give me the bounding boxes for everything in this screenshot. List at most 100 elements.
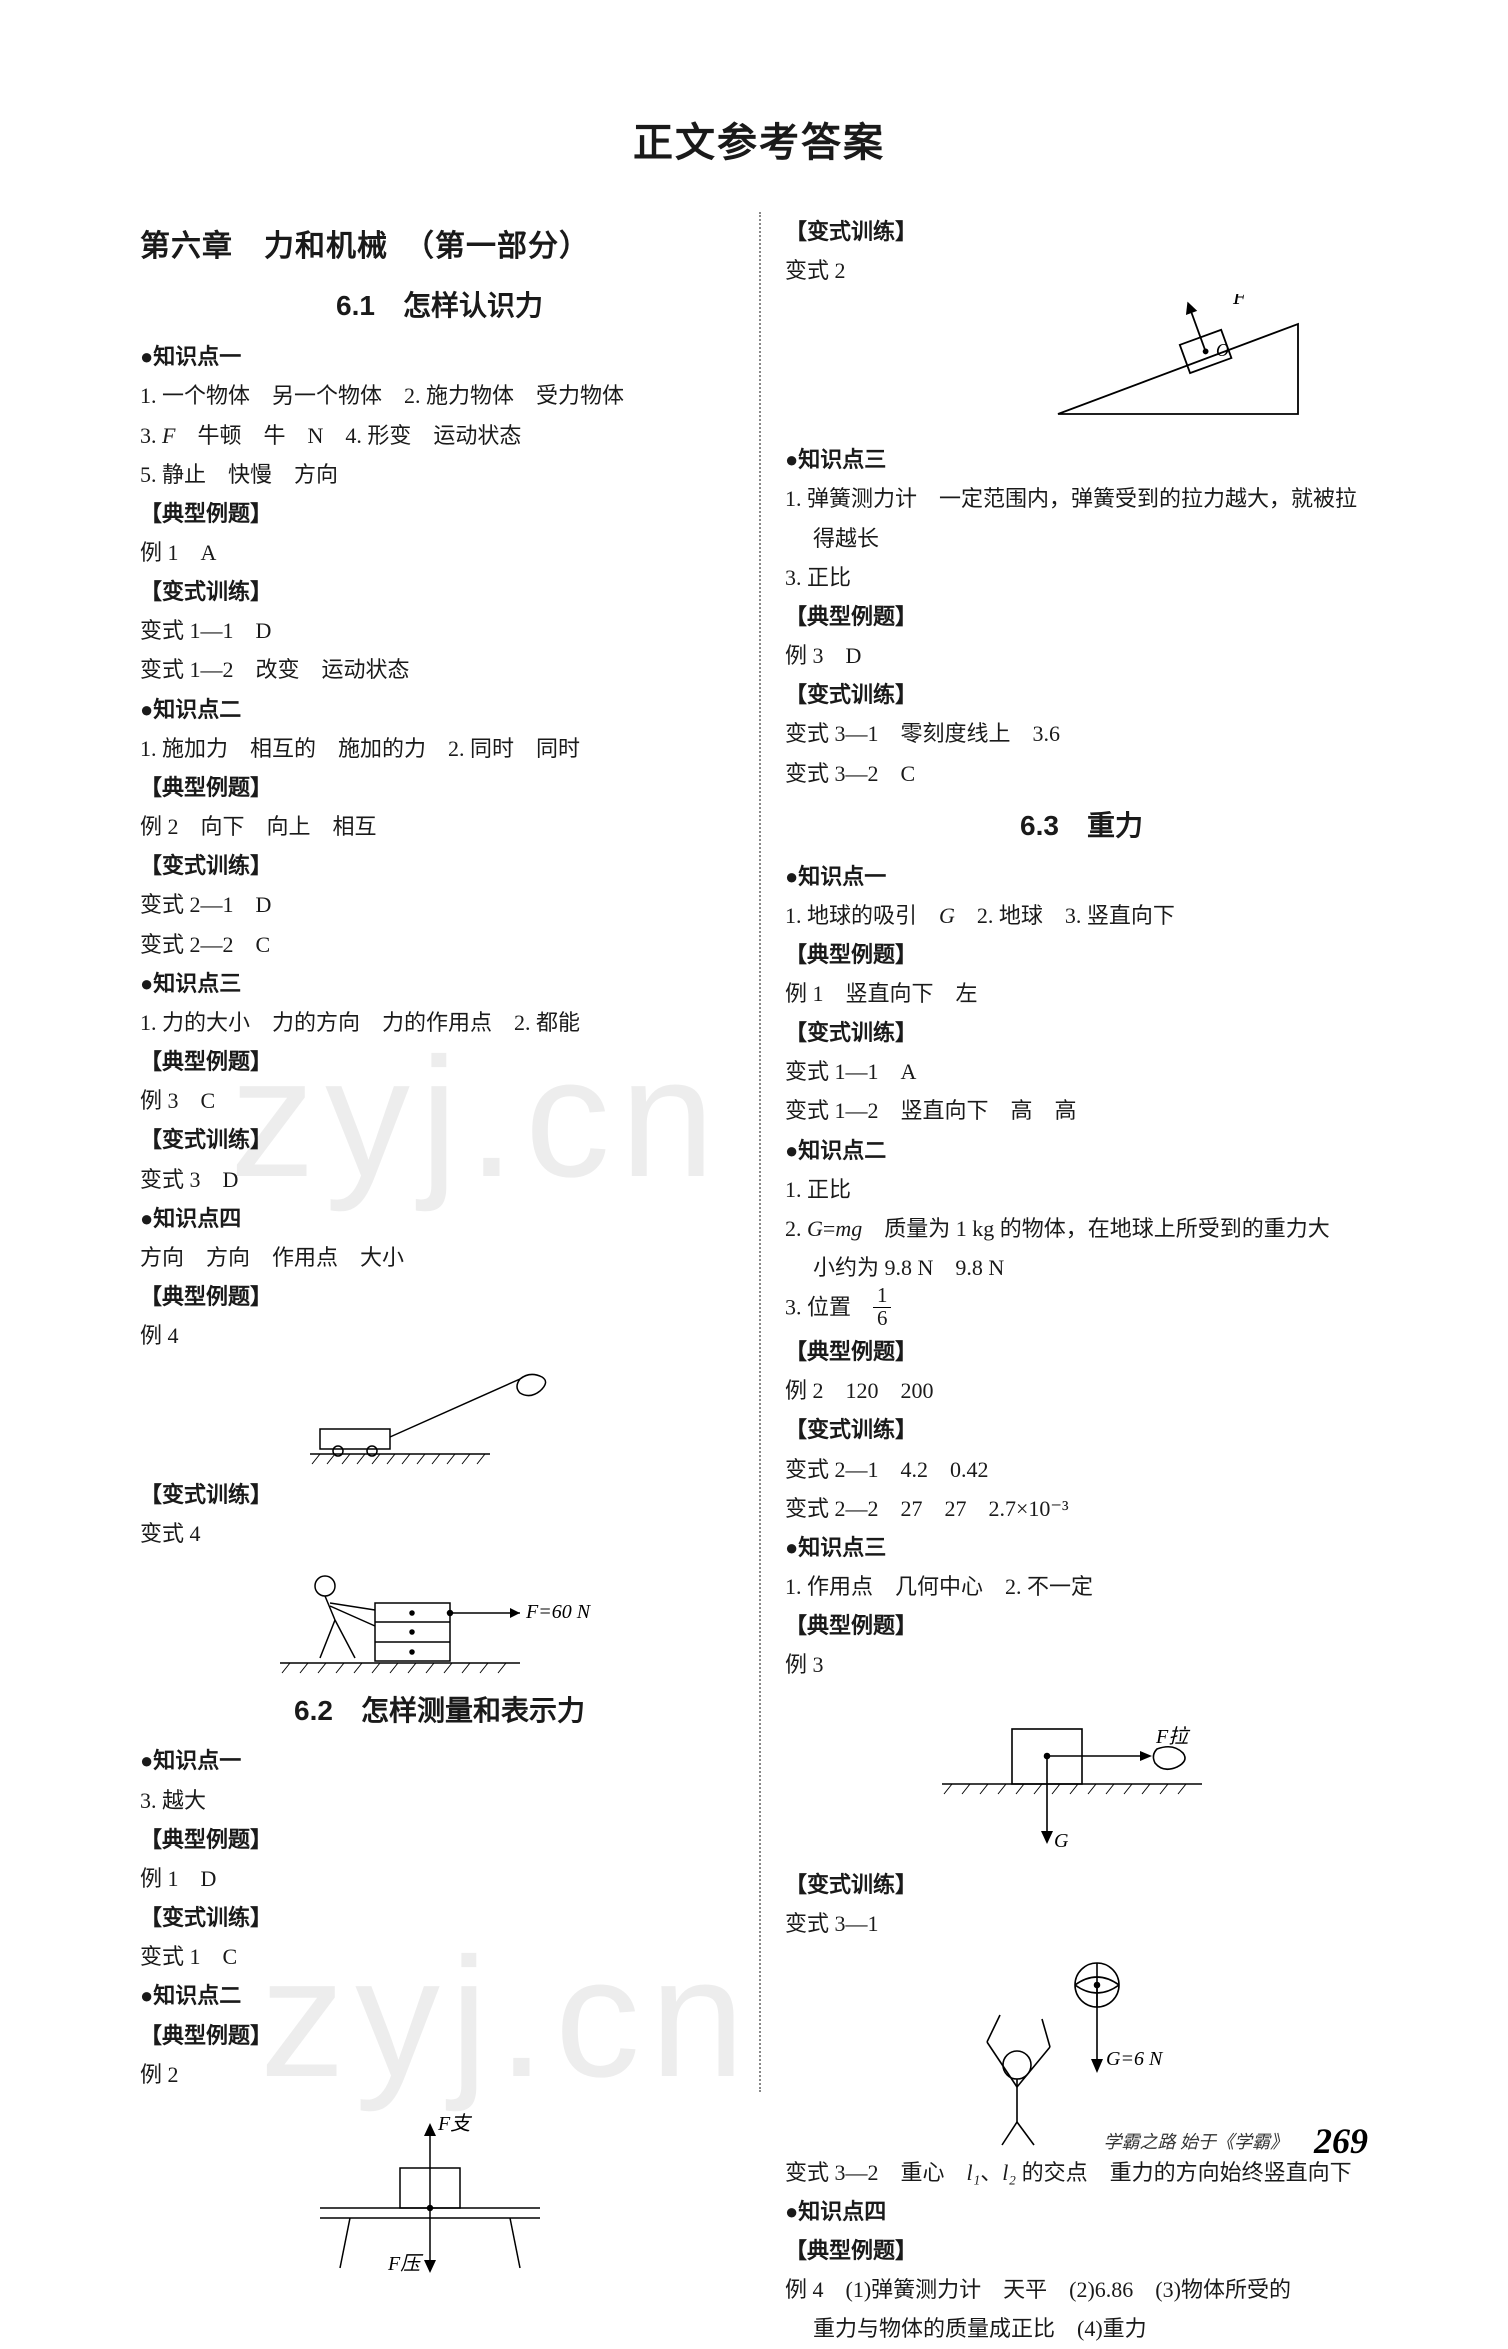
- variant-header: 【变式训练】: [140, 846, 739, 885]
- example-header: 【典型例题】: [140, 494, 739, 533]
- figure-hand-cart: [140, 1359, 739, 1469]
- text-line: 变式 2—1 4.2 0.42: [785, 1450, 1378, 1489]
- example-header: 【典型例题】: [140, 768, 739, 807]
- figure-basketball: G=6 N: [785, 1947, 1378, 2147]
- variant-header: 【变式训练】: [140, 1898, 739, 1937]
- knowledge-point-header: ●知识点二: [140, 690, 739, 729]
- variant-header: 【变式训练】: [785, 1410, 1378, 1449]
- text-fragment: 变式 3—2 重心: [785, 2160, 967, 2185]
- text-line: 变式 2: [785, 251, 1378, 290]
- figure-label: G=6 N: [1106, 2048, 1164, 2070]
- page-number: 269: [1314, 2120, 1368, 2162]
- right-column: 【变式训练】 变式 2 F O ●知识点三 1. 弹簧测力计 一定范围内，弹: [759, 212, 1378, 2092]
- text-fragment: 1. 地球的吸引: [785, 903, 939, 928]
- text-line: 3. 越大: [140, 1781, 739, 1820]
- text-line: 变式 3—1 零刻度线上 3.6: [785, 714, 1378, 753]
- text-line: 例 3 C: [140, 1081, 739, 1120]
- text-line: 2. G=mg 质量为 1 kg 的物体，在地球上所受到的重力大: [785, 1209, 1378, 1248]
- figure-label: F支: [437, 2113, 472, 2135]
- example-header: 【典型例题】: [140, 1277, 739, 1316]
- knowledge-point-header: ●知识点一: [785, 857, 1378, 896]
- knowledge-point-header: ●知识点三: [140, 964, 739, 1003]
- figure-label: F: [1232, 294, 1247, 309]
- symbol-l2: l₂: [1002, 2160, 1016, 2185]
- knowledge-point-header: ●知识点三: [785, 440, 1378, 479]
- text-line: 例 2 120 200: [785, 1371, 1378, 1410]
- figure-push-box: F=60 N: [140, 1558, 739, 1678]
- section-6-1-title: 6.1 怎样认识力: [140, 281, 739, 331]
- svg-text:F压: F压: [387, 2253, 424, 2275]
- example-header: 【典型例题】: [785, 935, 1378, 974]
- symbol-mg: mg: [835, 1216, 862, 1241]
- content-columns: 第六章 力和机械 （第一部分） 6.1 怎样认识力 ●知识点一 1. 一个物体 …: [140, 212, 1378, 2092]
- chapter-title: 第六章 力和机械 （第一部分）: [140, 220, 739, 273]
- text-line: 5. 静止 快慢 方向: [140, 455, 739, 494]
- text-line: 1. 施加力 相互的 施加的力 2. 同时 同时: [140, 729, 739, 768]
- text-line: 1. 一个物体 另一个物体 2. 施力物体 受力物体: [140, 376, 739, 415]
- text-line: 变式 4: [140, 1514, 739, 1553]
- text-line: 变式 1 C: [140, 1937, 739, 1976]
- text-line: 例 3 D: [785, 636, 1378, 675]
- text-line: 变式 1—1 A: [785, 1052, 1378, 1091]
- text-line: 例 4 (1)弹簧测力计 天平 (2)6.86 (3)物体所受的: [785, 2270, 1378, 2309]
- text-line: 1. 作用点 几何中心 2. 不一定: [785, 1567, 1378, 1606]
- text-line: 重力与物体的质量成正比 (4)重力: [785, 2309, 1378, 2348]
- knowledge-point-header: ●知识点四: [785, 2192, 1378, 2231]
- symbol-F: F: [162, 423, 175, 448]
- text-line: 例 1 D: [140, 1859, 739, 1898]
- figure-label: O: [1216, 340, 1229, 360]
- figure-label: F=60 N: [525, 1601, 592, 1623]
- variant-header: 【变式训练】: [785, 675, 1378, 714]
- page-title: 正文参考答案: [140, 110, 1378, 168]
- text-line: 例 2: [140, 2055, 739, 2094]
- text-line: 1. 力的大小 力的方向 力的作用点 2. 都能: [140, 1003, 739, 1042]
- knowledge-point-header: ●知识点二: [785, 1131, 1378, 1170]
- variant-header: 【变式训练】: [785, 1865, 1378, 1904]
- text-line: 方向 方向 作用点 大小: [140, 1238, 739, 1277]
- text-line: 变式 2—2 C: [140, 925, 739, 964]
- text-line: 1. 地球的吸引 G 2. 地球 3. 竖直向下: [785, 896, 1378, 935]
- example-header: 【典型例题】: [785, 2231, 1378, 2270]
- text-line: 变式 3—1: [785, 1904, 1378, 1943]
- symbol-G: G: [939, 903, 955, 928]
- variant-header: 【变式训练】: [140, 1475, 739, 1514]
- text-line: 3. 位置 16: [785, 1287, 1378, 1332]
- figure-label: G: [1054, 1830, 1069, 1852]
- figure-incline: F O: [785, 294, 1378, 434]
- text-line: 得越长: [785, 519, 1378, 558]
- section-6-3-title: 6.3 重力: [785, 801, 1378, 851]
- figure-label: F压: [387, 2253, 424, 2275]
- example-header: 【典型例题】: [140, 1820, 739, 1859]
- text-line: 例 1 A: [140, 533, 739, 572]
- variant-header: 【变式训练】: [785, 1013, 1378, 1052]
- text-line: 小约为 9.8 N 9.8 N: [785, 1248, 1378, 1287]
- text-fragment: 3.: [140, 423, 162, 448]
- example-header: 【典型例题】: [785, 1606, 1378, 1645]
- text-fragment: 牛顿 牛 N 4. 形变 运动状态: [175, 423, 521, 448]
- text-line: 例 2 向下 向上 相互: [140, 807, 739, 846]
- symbol-G: G: [807, 1216, 823, 1241]
- text-fragment: 质量为 1 kg 的物体，在地球上所受到的重力大: [862, 1216, 1330, 1241]
- knowledge-point-header: ●知识点二: [140, 1976, 739, 2015]
- example-header: 【典型例题】: [140, 2016, 739, 2055]
- fraction-den: 6: [873, 1308, 891, 1330]
- text-fragment: 2.: [785, 1216, 807, 1241]
- example-header: 【典型例题】: [140, 1042, 739, 1081]
- symbol-l1: l₁: [967, 2160, 981, 2185]
- text-line: 1. 正比: [785, 1170, 1378, 1209]
- text-line: 1. 弹簧测力计 一定范围内，弹簧受到的拉力越大，就被拉: [785, 479, 1378, 518]
- knowledge-point-header: ●知识点四: [140, 1199, 739, 1238]
- text-line: 变式 3—2 重心 l₁、l₂ 的交点 重力的方向始终竖直向下: [785, 2153, 1378, 2192]
- text-line: 变式 3 D: [140, 1160, 739, 1199]
- figure-label: F拉: [1155, 1726, 1191, 1748]
- left-column: 第六章 力和机械 （第一部分） 6.1 怎样认识力 ●知识点一 1. 一个物体 …: [140, 212, 759, 2092]
- text-line: 3. 正比: [785, 558, 1378, 597]
- example-header: 【典型例题】: [785, 1332, 1378, 1371]
- example-header: 【典型例题】: [785, 597, 1378, 636]
- text-line: 变式 1—2 竖直向下 高 高: [785, 1091, 1378, 1130]
- fraction-num: 1: [873, 1285, 891, 1308]
- text-line: 例 4: [140, 1316, 739, 1355]
- variant-header: 【变式训练】: [785, 212, 1378, 251]
- text-line: 变式 3—2 C: [785, 754, 1378, 793]
- text-line: 例 1 竖直向下 左: [785, 974, 1378, 1013]
